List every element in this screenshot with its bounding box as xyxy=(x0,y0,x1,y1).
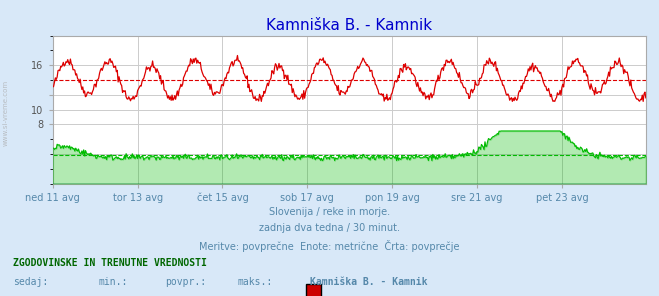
Text: Slovenija / reke in morje.: Slovenija / reke in morje. xyxy=(269,207,390,217)
Text: Kamniška B. - Kamnik: Kamniška B. - Kamnik xyxy=(310,277,427,287)
Text: zadnja dva tedna / 30 minut.: zadnja dva tedna / 30 minut. xyxy=(259,223,400,234)
Text: ZGODOVINSKE IN TRENUTNE VREDNOSTI: ZGODOVINSKE IN TRENUTNE VREDNOSTI xyxy=(13,258,207,268)
Text: maks.:: maks.: xyxy=(237,277,272,287)
Title: Kamniška B. - Kamnik: Kamniška B. - Kamnik xyxy=(266,18,432,33)
Text: Meritve: povprečne  Enote: metrične  Črta: povprečje: Meritve: povprečne Enote: metrične Črta:… xyxy=(199,240,460,252)
Text: www.si-vreme.com: www.si-vreme.com xyxy=(2,79,9,146)
Text: min.:: min.: xyxy=(99,277,129,287)
Text: povpr.:: povpr.: xyxy=(165,277,206,287)
Text: sedaj:: sedaj: xyxy=(13,277,48,287)
